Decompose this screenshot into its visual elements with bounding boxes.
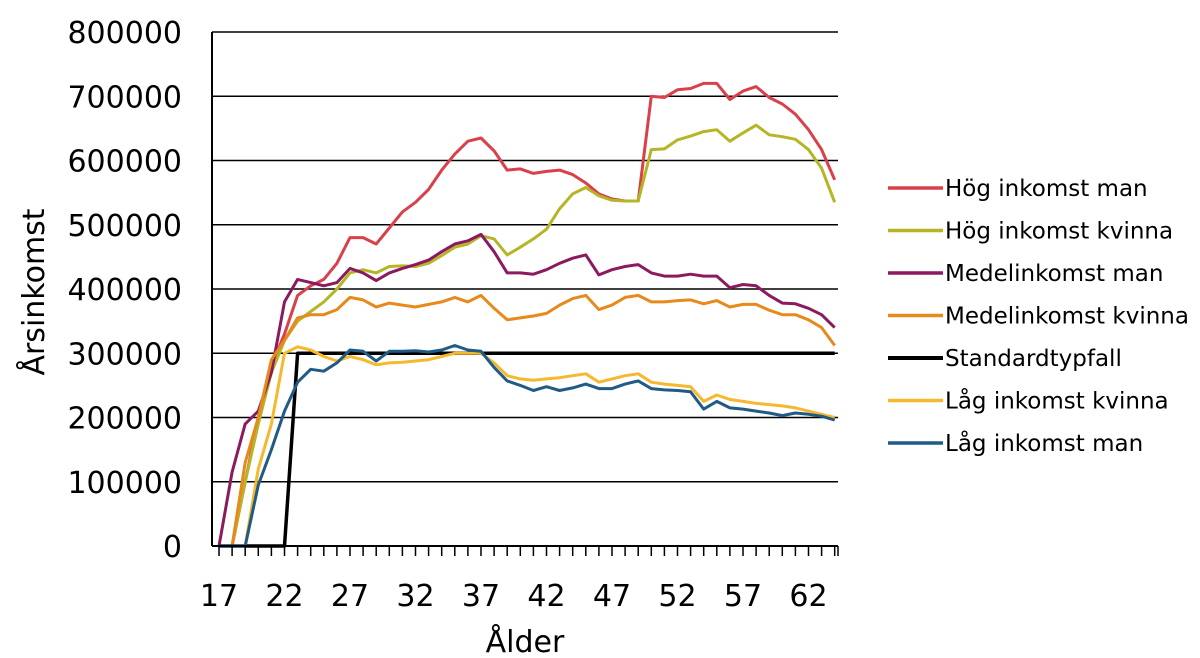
y-axis-title: Årsinkomst [16,208,52,375]
x-tick-label: 32 [396,579,434,614]
y-tick-labels: 0 100000 200000 300000 400000 500000 600000 700… [67,16,182,565]
x-tick-label: 17 [200,579,238,614]
series-lines [217,81,837,548]
y-tick-label: 700000 [67,80,182,115]
legend-label: Medelinkomst man [945,261,1163,287]
y-tick-label: 100000 [67,466,182,501]
x-tick-labels: 17 22 27 32 37 42 47 52 57 62 [200,579,828,614]
x-tick-label: 57 [724,579,762,614]
x-tick-label: 47 [593,579,631,614]
legend-label: Hög inkomst kvinna [945,219,1173,245]
series-line-5 [219,351,835,548]
legend: Hög inkomst man Hög inkomst kvinna Medelin… [888,176,1189,457]
y-tick-label: 800000 [67,16,182,51]
series-line-7 [219,344,836,548]
legend-label: Medelinkomst kvinna [945,304,1189,330]
series-line-4 [219,293,836,548]
x-tick-label: 22 [265,579,303,614]
y-tick-label: 0 [163,530,182,565]
y-tick-label: 200000 [67,402,182,437]
axes [211,32,839,556]
y-tick-label: 500000 [67,209,182,244]
x-tick-label: 27 [331,579,369,614]
legend-label: Hög inkomst man [945,176,1148,202]
legend-label: Låg inkomst kvinna [945,387,1169,415]
y-tick-label: 400000 [67,273,182,308]
x-tick-label: 62 [789,579,827,614]
x-axis-title: Ålder [486,624,565,658]
x-tick-label: 52 [658,579,696,614]
x-tick-label: 37 [462,579,500,614]
legend-label: Standardtypfall [945,346,1122,372]
series-line-6 [219,345,836,548]
y-tick-label: 600000 [67,145,182,180]
series-line-2 [219,123,837,548]
series-line-3 [217,232,836,547]
legend-label: Låg inkomst man [945,429,1143,457]
series-line-1 [219,81,837,548]
gridlines [212,31,838,483]
y-tick-label: 300000 [67,337,182,372]
x-tick-label: 42 [527,579,565,614]
